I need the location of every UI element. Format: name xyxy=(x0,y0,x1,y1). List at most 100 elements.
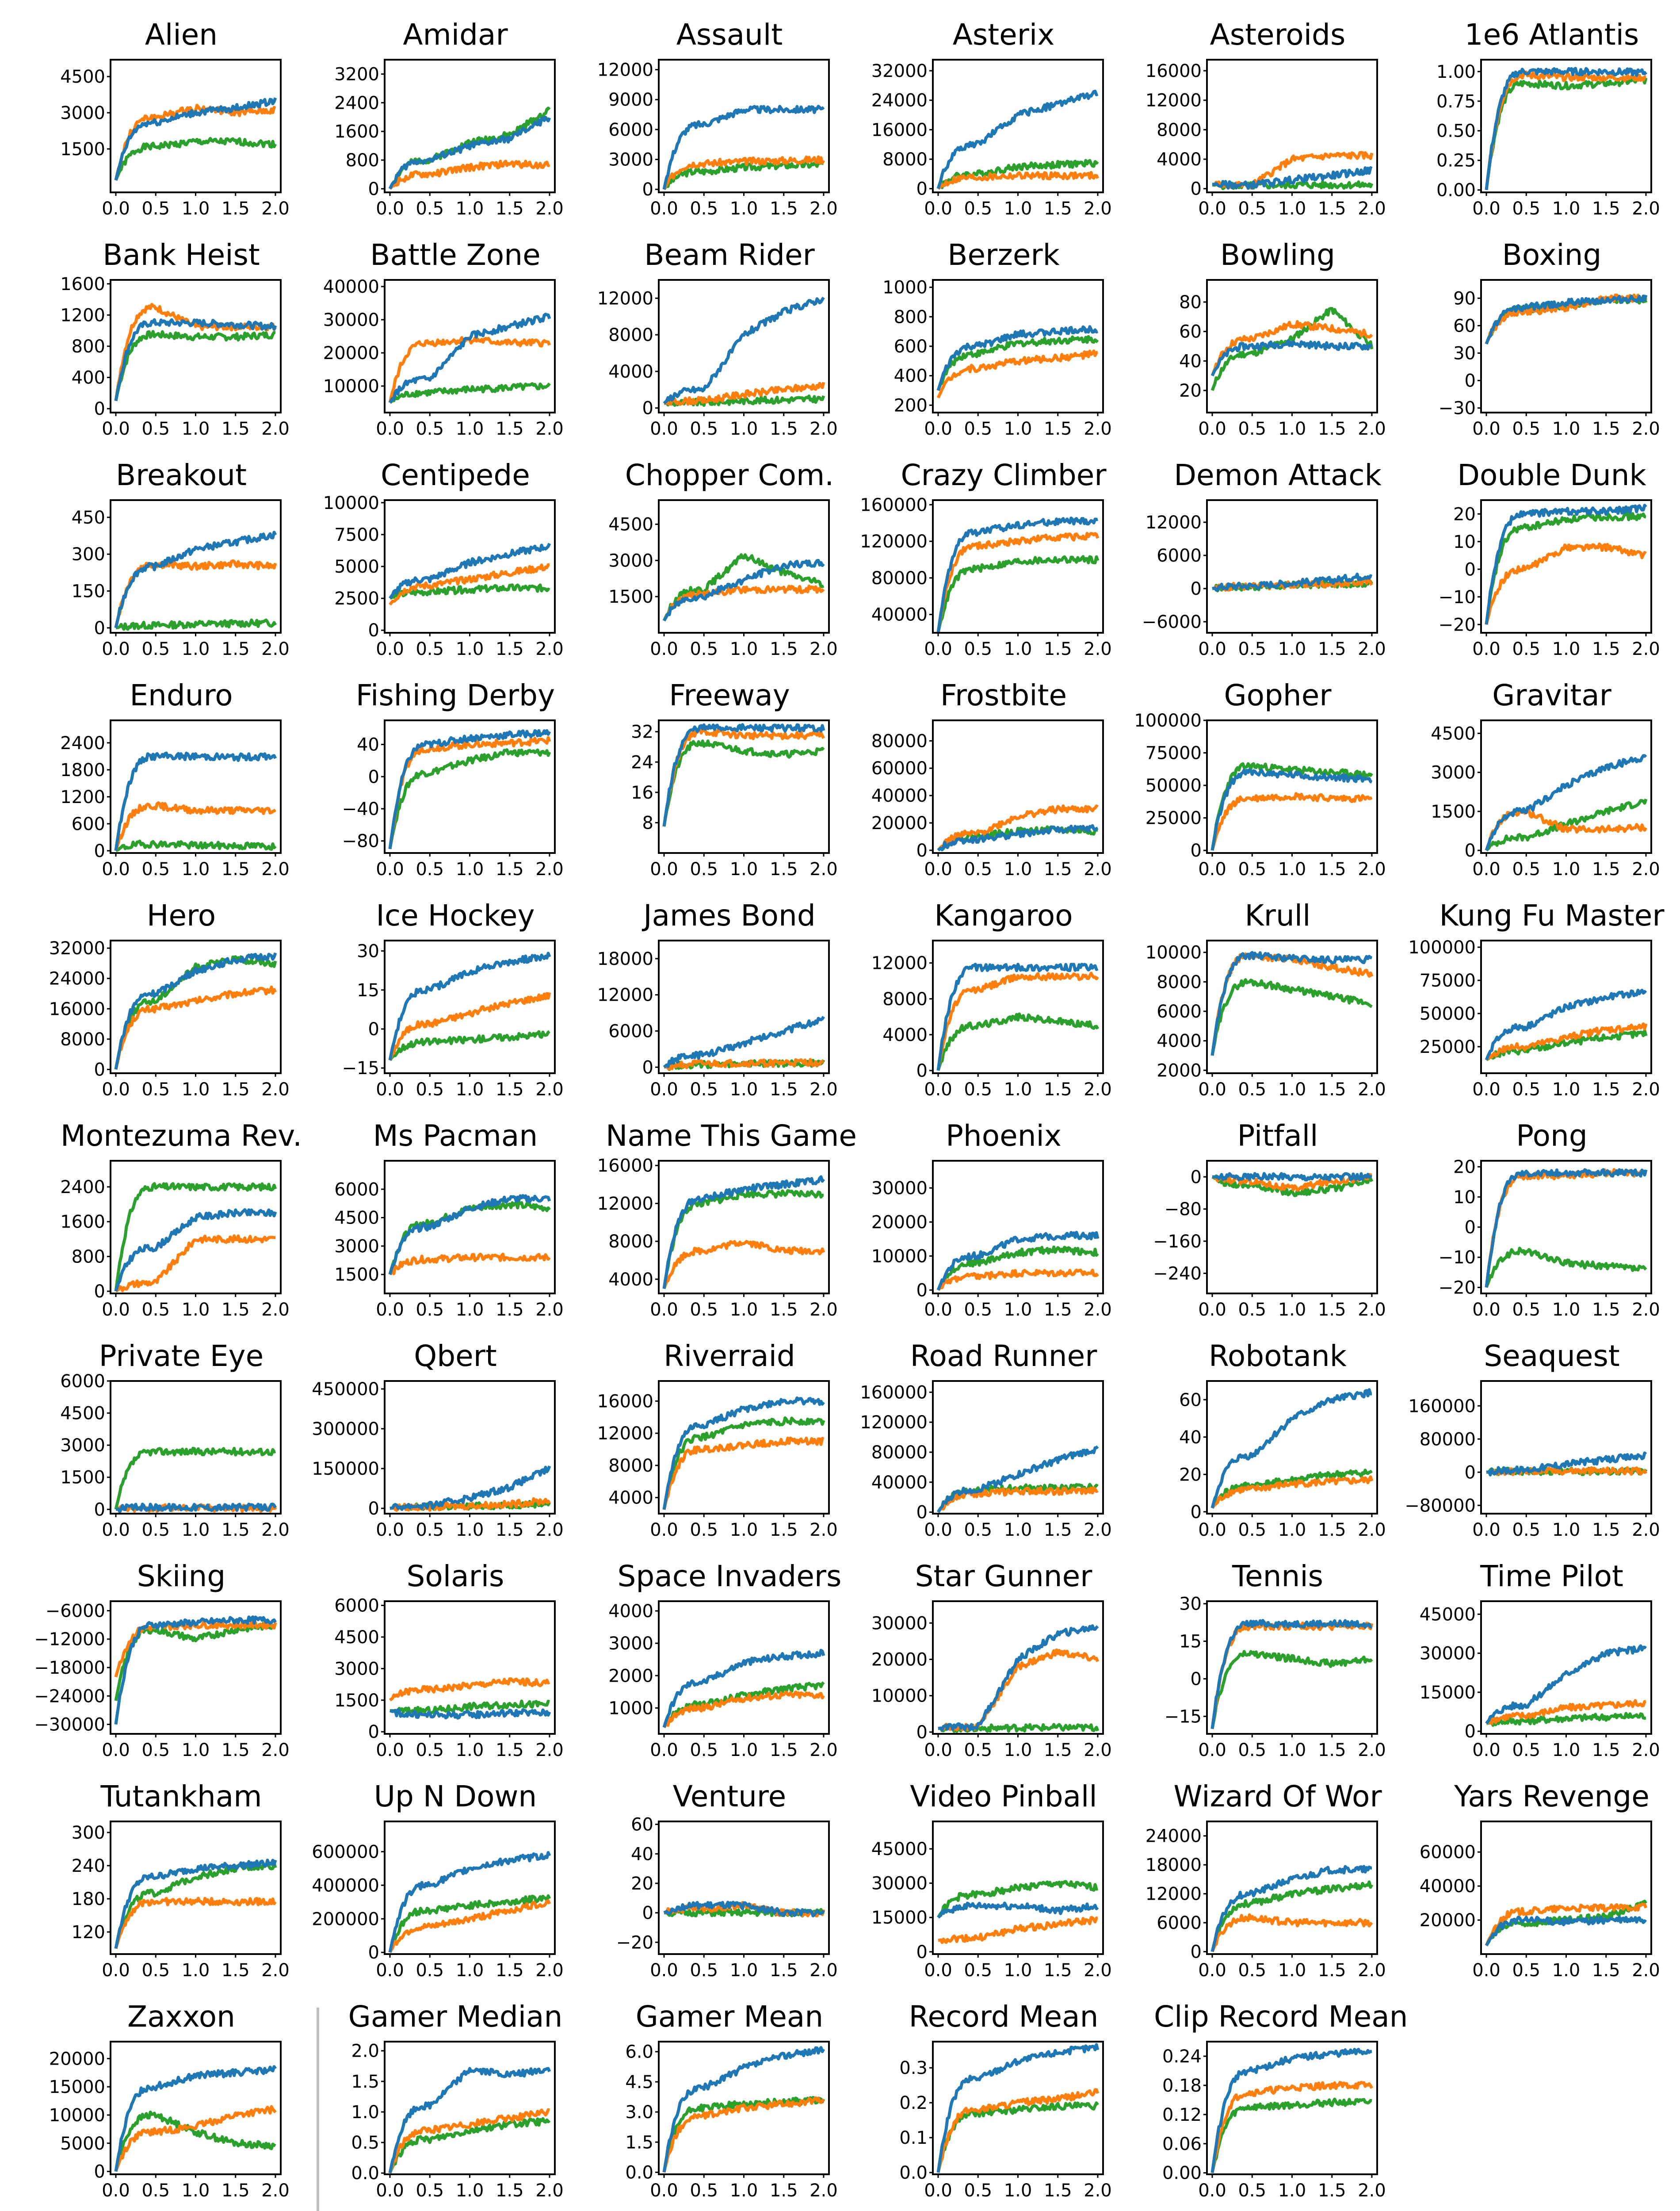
svg-text:0.0: 0.0 xyxy=(1472,859,1501,880)
svg-text:0.0: 0.0 xyxy=(376,199,404,219)
svg-text:24: 24 xyxy=(631,752,653,773)
svg-text:400000: 400000 xyxy=(312,1875,379,1896)
series-line-gaussian-latents xyxy=(662,1436,825,1510)
svg-text:0.5: 0.5 xyxy=(690,1740,718,1760)
svg-text:30000: 30000 xyxy=(871,1874,928,1894)
svg-text:0.0: 0.0 xyxy=(650,1740,678,1760)
chart-panel: Asterix 0 8000 16000 24000 32000 0.0 0.5 1.0 1.5 2… xyxy=(822,0,1112,220)
svg-text:1.0: 1.0 xyxy=(1552,419,1581,439)
svg-text:1.0: 1.0 xyxy=(1004,199,1032,219)
svg-text:10: 10 xyxy=(1453,532,1476,552)
svg-text:0.06: 0.06 xyxy=(1162,2134,1202,2154)
chart-plot: 0 4000 8000 12000 0.0 0.5 1.0 1.5 2.0 xyxy=(871,940,1112,1100)
svg-text:1.5: 1.5 xyxy=(221,1300,250,1320)
chart-title: Skiing xyxy=(137,1559,226,1593)
svg-text:0.5: 0.5 xyxy=(964,1300,992,1320)
series-line-gaussian-latents xyxy=(936,349,1098,399)
svg-text:450000: 450000 xyxy=(312,1379,379,1400)
svg-text:1.5: 1.5 xyxy=(1318,1520,1346,1540)
svg-text:1.5: 1.5 xyxy=(1592,1079,1620,1100)
svg-text:0.0: 0.0 xyxy=(102,199,130,219)
series-line-no-kl-balance xyxy=(662,1681,825,1729)
svg-text:−10: −10 xyxy=(1439,1247,1476,1268)
svg-text:4000: 4000 xyxy=(1157,1031,1202,1052)
series-line-no-kl-balance xyxy=(662,553,825,622)
series-line-dreamerv2 xyxy=(663,296,825,405)
svg-text:15000: 15000 xyxy=(49,2077,105,2097)
svg-text:1.5: 1.5 xyxy=(496,1740,524,1760)
series-line-gaussian-latents xyxy=(938,1916,1098,1944)
svg-text:0.5: 0.5 xyxy=(416,1960,444,1981)
svg-text:0: 0 xyxy=(94,1060,105,1080)
svg-text:20000: 20000 xyxy=(871,1650,928,1670)
svg-text:0.0: 0.0 xyxy=(924,1079,952,1100)
svg-text:0.0: 0.0 xyxy=(1198,419,1226,439)
svg-text:1500: 1500 xyxy=(1431,802,1476,822)
series-line-gaussian-latents xyxy=(937,1486,1099,1513)
svg-text:1.0: 1.0 xyxy=(1004,1300,1032,1320)
svg-text:0: 0 xyxy=(1465,371,1476,391)
svg-text:0.75: 0.75 xyxy=(1436,92,1476,112)
series-line-dreamerv2 xyxy=(936,963,1099,1071)
svg-text:2.0: 2.0 xyxy=(1084,1740,1112,1760)
svg-text:1.0: 1.0 xyxy=(182,1740,210,1760)
series-line-dreamerv2 xyxy=(662,1649,825,1728)
svg-text:2.0: 2.0 xyxy=(261,1300,290,1320)
svg-text:1.0: 1.0 xyxy=(1004,1960,1032,1981)
svg-text:2.0: 2.0 xyxy=(261,859,290,880)
chart-panel: Breakout 0 150 300 450 0.0 0.5 1.0 1.5 2.0 xyxy=(0,440,290,661)
chart-title: Qbert xyxy=(414,1339,497,1373)
chart-panel: Skiing −30000 −24000 −18000 −12000 −6000 0.0 0.… xyxy=(0,1542,290,1762)
svg-text:2.0: 2.0 xyxy=(1358,1740,1386,1760)
chart-panel: Ms Pacman 1500 3000 4500 6000 0.0 0.5 1.0 1.5 2.0 xyxy=(274,1101,564,1321)
svg-text:32000: 32000 xyxy=(871,61,928,81)
svg-text:160000: 160000 xyxy=(860,495,928,515)
series-line-no-kl-balance xyxy=(388,748,551,849)
svg-text:1.5: 1.5 xyxy=(221,1520,250,1540)
chart-panel: Space Invaders 1000 2000 3000 4000 0.0 0.5 1.0 1… xyxy=(548,1542,841,1762)
series-line-dreamerv2 xyxy=(1212,1172,1372,1182)
series-line-dreamerv2 xyxy=(936,1231,1100,1291)
chart-panel: Road Runner 0 40000 80000 120000 160000 0.0 0.5… xyxy=(822,1321,1112,1542)
series-line-no-kl-balance xyxy=(1211,1469,1373,1509)
svg-text:2.0: 2.0 xyxy=(1358,419,1386,439)
series-line-gaussian-latents xyxy=(114,1897,277,1949)
svg-text:1.0: 1.0 xyxy=(1278,639,1306,659)
chart-plot: 20000 40000 60000 0.0 0.5 1.0 1.5 2.0 xyxy=(1420,1821,1660,1981)
svg-text:2.0: 2.0 xyxy=(1358,1520,1386,1540)
svg-text:1.5: 1.5 xyxy=(1318,639,1346,659)
svg-text:0: 0 xyxy=(1191,1669,1202,1689)
chart-panel: Kung Fu Master 25000 50000 75000 100000 0.0 0.… xyxy=(1371,881,1664,1101)
svg-text:45000: 45000 xyxy=(871,1839,928,1859)
chart-plot: 0 10000 20000 30000 0.0 0.5 1.0 1.5 2.0 xyxy=(871,1160,1112,1320)
svg-text:0.0: 0.0 xyxy=(650,1300,678,1320)
chart-plot: 0 3000 6000 9000 12000 0.0 0.5 1.0 1.5 2.0 xyxy=(597,59,838,219)
svg-text:16: 16 xyxy=(631,783,653,803)
svg-text:2.0: 2.0 xyxy=(1084,1300,1112,1320)
svg-text:0.0: 0.0 xyxy=(1198,1079,1226,1100)
chart-plot: 25000 50000 75000 100000 0.0 0.5 1.0 1.5 2.0 xyxy=(1408,937,1660,1100)
svg-text:0: 0 xyxy=(94,2162,105,2182)
svg-text:2.0: 2.0 xyxy=(1632,859,1660,880)
svg-text:40000: 40000 xyxy=(1420,1876,1476,1897)
svg-text:0.5: 0.5 xyxy=(141,639,170,659)
svg-text:2.0: 2.0 xyxy=(535,419,564,439)
svg-text:0.0: 0.0 xyxy=(650,199,678,219)
svg-text:0.50: 0.50 xyxy=(1436,121,1476,142)
series-line-gaussian-latents xyxy=(1485,808,1648,851)
chart-title: Amidar xyxy=(403,18,508,52)
svg-text:0.0: 0.0 xyxy=(1472,1079,1501,1100)
svg-text:0.0: 0.0 xyxy=(102,419,130,439)
series-line-no-kl-balance xyxy=(388,107,551,190)
svg-text:1.0: 1.0 xyxy=(1552,1520,1581,1540)
svg-text:0.5: 0.5 xyxy=(141,859,170,880)
chart-title: Kangaroo xyxy=(934,899,1073,933)
svg-text:0.5: 0.5 xyxy=(690,419,718,439)
svg-text:1.5: 1.5 xyxy=(496,859,524,880)
chart-plot: −20 −10 0 10 20 0.0 0.5 1.0 1.5 2.0 xyxy=(1439,499,1660,659)
svg-text:−10: −10 xyxy=(1439,587,1476,608)
svg-text:4000: 4000 xyxy=(608,1601,653,1622)
svg-text:1.5: 1.5 xyxy=(221,419,250,439)
svg-text:0: 0 xyxy=(368,1943,379,1963)
chart-title: Star Gunner xyxy=(915,1559,1092,1593)
